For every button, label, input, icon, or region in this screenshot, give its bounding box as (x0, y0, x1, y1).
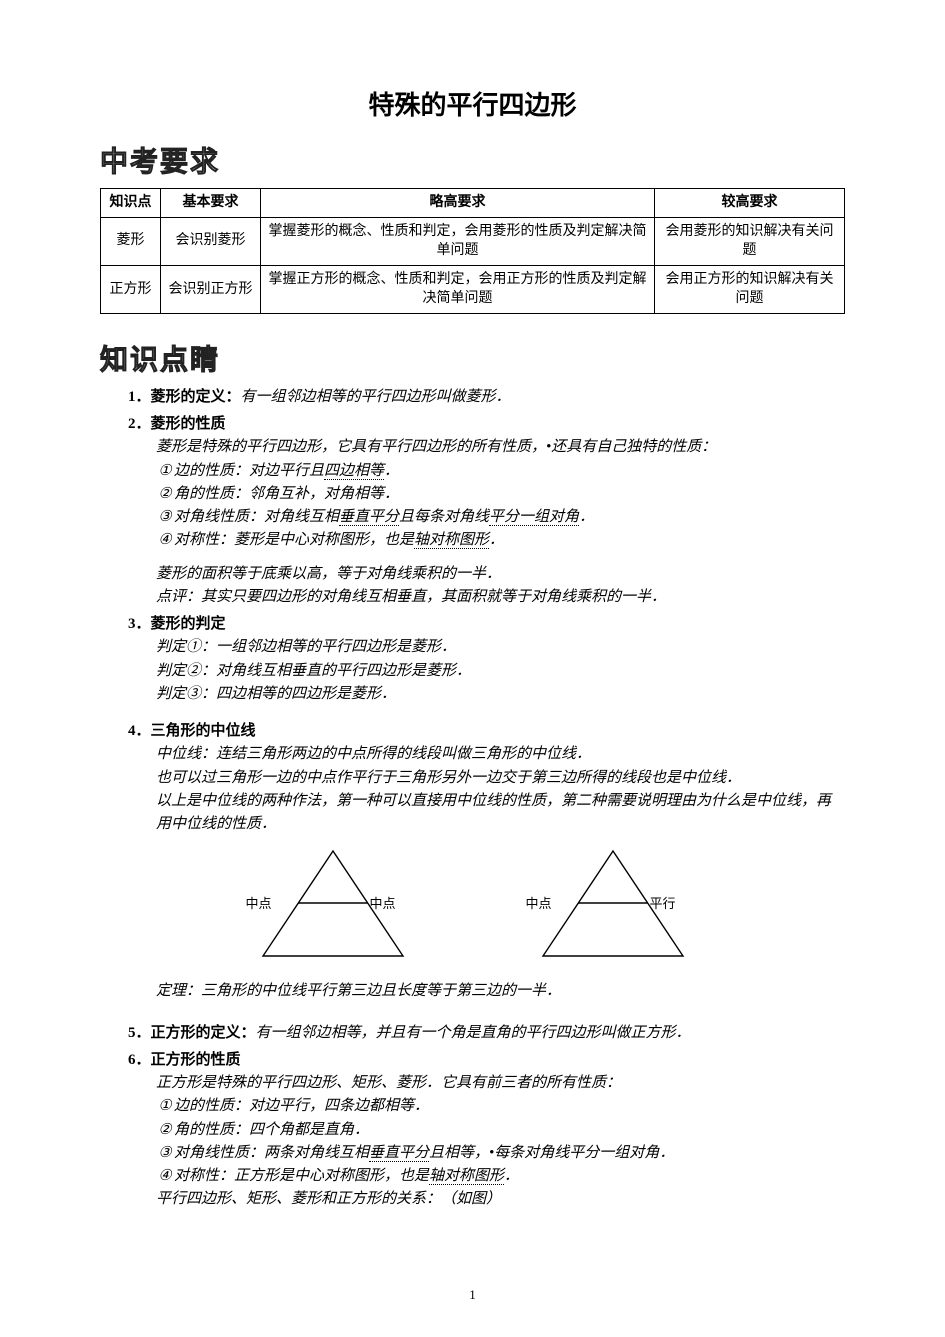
tri2-right-label: 平行 (650, 894, 676, 914)
s6-p2: ②角的性质：四个角都是直角． (100, 1119, 845, 1142)
s2-p4: ④对称性：菱形是中心对称图形，也是轴对称图形． (100, 529, 845, 552)
s4-theorem: 定理：三角形的中位线平行第三边且长度等于第三边的一半． (100, 980, 845, 1003)
circle-4-icon: ④ (156, 529, 174, 552)
page-title: 特殊的平行四边形 (100, 85, 845, 122)
circle-2-icon: ② (156, 1119, 174, 1142)
s5-head: 5．正方形的定义： (128, 1025, 256, 1041)
s4-p1: 中位线：连结三角形两边的中点所得的线段叫做三角形的中位线． (100, 743, 845, 766)
td-kp: 菱形 (101, 217, 161, 265)
s3-head: 3．菱形的判定 (100, 613, 845, 636)
circle-3-icon: ③ (156, 1142, 174, 1165)
s1-body: 有一组邻边相等的平行四边形叫做菱形． (241, 389, 511, 405)
s4-p2: 也可以过三角形一边的中点作平行于三角形另外一边交于第三边所得的线段也是中位线． (100, 767, 845, 790)
td-kp: 正方形 (101, 265, 161, 313)
table-row: 正方形 会识别正方形 掌握正方形的概念、性质和判定，会用正方形的性质及判定解决简… (101, 265, 845, 313)
page-number: 1 (0, 1287, 945, 1303)
s3-j2: 判定②：对角线互相垂直的平行四边形是菱形． (100, 660, 845, 683)
s3-j1: 判定①：一组邻边相等的平行四边形是菱形． (100, 636, 845, 659)
triangle-diagrams: 中点 中点 中点 平行 (100, 846, 845, 966)
th-kp: 知识点 (101, 189, 161, 218)
td-basic: 会识别菱形 (161, 217, 261, 265)
s6-p4: ④对称性：正方形是中心对称图形，也是轴对称图形． (100, 1165, 845, 1188)
tri1-left-label: 中点 (246, 894, 272, 914)
th-mid: 略高要求 (261, 189, 655, 218)
s2-head: 2．菱形的性质 (100, 413, 845, 436)
s5-body: 有一组邻边相等，并且有一个角是直角的平行四边形叫做正方形． (256, 1025, 691, 1041)
td-high: 会用菱形的知识解决有关问题 (655, 217, 845, 265)
s2-intro: 菱形是特殊的平行四边形，它具有平行四边形的所有性质，•还具有自己独特的性质： (100, 436, 845, 459)
s2-comment: 点评：其实只要四边形的对角线互相垂直，其面积就等于对角线乘积的一半． (100, 586, 845, 609)
requirements-table: 知识点 基本要求 略高要求 较高要求 菱形 会识别菱形 掌握菱形的概念、性质和判… (100, 188, 845, 314)
th-high: 较高要求 (655, 189, 845, 218)
s6-head: 6．正方形的性质 (100, 1049, 845, 1072)
circle-2-icon: ② (156, 483, 174, 506)
heading-requirements: 中考要求 (100, 140, 845, 180)
s2-intro-a: 菱形是特殊的平行四边形，它具有平行四边形的所有性质， (156, 439, 546, 455)
s1-head: 1．菱形的定义： (128, 389, 241, 405)
s6-p1: ①边的性质：对边平行，四条边都相等． (100, 1095, 845, 1118)
circle-1-icon: ① (156, 460, 174, 483)
tri1-right-label: 中点 (370, 894, 396, 914)
s2-intro-b: •还具有自己独特的性质： (546, 439, 716, 455)
s3-j3: 判定③：四边相等的四边形是菱形． (100, 683, 845, 706)
s2-area: 菱形的面积等于底乘以高，等于对角线乘积的一半． (100, 563, 845, 586)
td-mid: 掌握菱形的概念、性质和判定，会用菱形的性质及判定解决简单问题 (261, 217, 655, 265)
td-mid: 掌握正方形的概念、性质和判定，会用正方形的性质及判定解决简单问题 (261, 265, 655, 313)
s6-p3: ③对角线性质：两条对角线互相垂直平分且相等，•每条对角线平分一组对角． (100, 1142, 845, 1165)
circle-1-icon: ① (156, 1095, 174, 1118)
s4-p3: 以上是中位线的两种作法，第一种可以直接用中位线的性质，第二种需要说明理由为什么是… (100, 790, 845, 837)
s2-p3: ③对角线性质：对角线互相垂直平分且每条对角线平分一组对角． (100, 506, 845, 529)
s6-intro: 正方形是特殊的平行四边形、矩形、菱形．它具有前三者的所有性质： (100, 1072, 845, 1095)
circle-3-icon: ③ (156, 506, 174, 529)
triangle-2: 中点 平行 (528, 846, 698, 966)
triangle-1: 中点 中点 (248, 846, 418, 966)
heading-knowledge: 知识点睛 (100, 338, 845, 378)
s6-rel: 平行四边形、矩形、菱形和正方形的关系：（如图） (100, 1188, 845, 1211)
th-basic: 基本要求 (161, 189, 261, 218)
tri2-left-label: 中点 (526, 894, 552, 914)
s2-p2: ②角的性质：邻角互补，对角相等． (100, 483, 845, 506)
content-body: 1．菱形的定义：有一组邻边相等的平行四边形叫做菱形． 2．菱形的性质 菱形是特殊… (100, 386, 845, 1212)
table-row: 知识点 基本要求 略高要求 较高要求 (101, 189, 845, 218)
table-row: 菱形 会识别菱形 掌握菱形的概念、性质和判定，会用菱形的性质及判定解决简单问题 … (101, 217, 845, 265)
td-basic: 会识别正方形 (161, 265, 261, 313)
s4-head: 4．三角形的中位线 (100, 720, 845, 743)
circle-4-icon: ④ (156, 1165, 174, 1188)
s2-p1: ①边的性质：对边平行且四边相等． (100, 460, 845, 483)
td-high: 会用正方形的知识解决有关问题 (655, 265, 845, 313)
